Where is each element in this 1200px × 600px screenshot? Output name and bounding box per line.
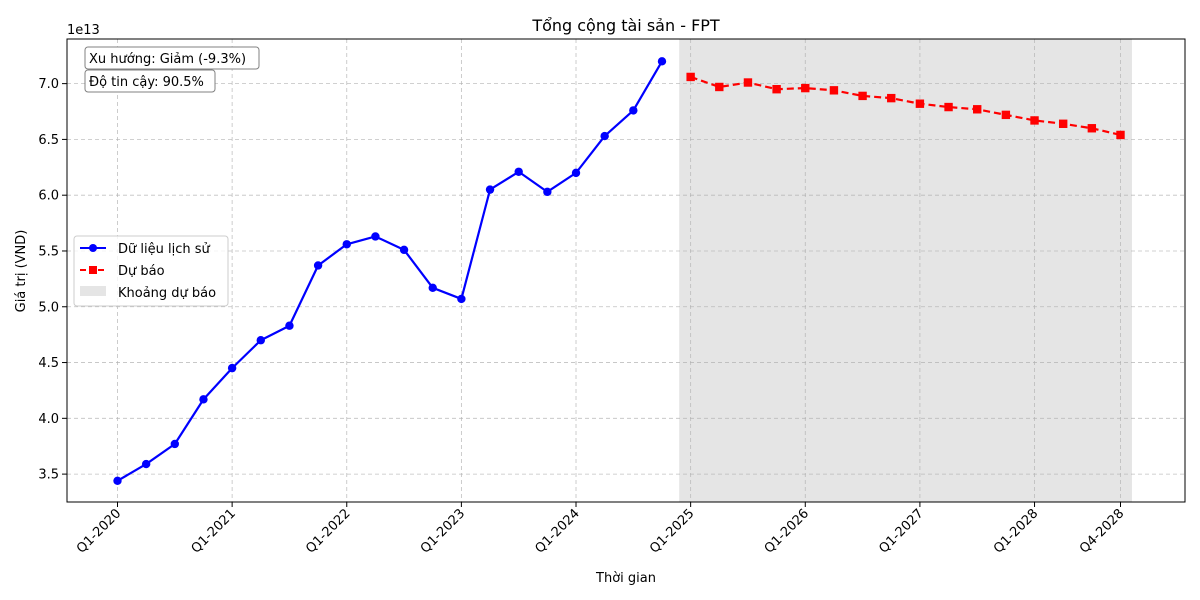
forecast-point: [715, 82, 724, 92]
forecast-point: [1030, 116, 1039, 125]
y-tick-label: 3.5: [38, 468, 59, 483]
forecast-band-layer: [679, 39, 1132, 502]
y-tick-label: 4.5: [38, 356, 59, 371]
historical-point: [457, 294, 466, 304]
plot-frame: [66, 38, 1186, 503]
historical-point: [113, 476, 122, 486]
forecast-point: [858, 91, 867, 101]
x-axis-label: Thời gian: [595, 571, 656, 586]
historical-point: [399, 245, 409, 255]
historical-point: [514, 167, 523, 176]
historical-series-line: [116, 60, 663, 482]
forecast-point: [1116, 130, 1125, 140]
forecast-series-line: [690, 75, 1121, 137]
forecast-point: [686, 72, 695, 82]
legend-historical-marker: [89, 244, 97, 252]
forecast-point: [801, 83, 810, 93]
legend-forecast-marker: [89, 266, 97, 274]
forecast-point: [1058, 119, 1068, 128]
forecast-point: [772, 85, 781, 94]
historical-point: [571, 168, 581, 178]
y-tick-label: 5.0: [38, 300, 59, 315]
forecast-band: [679, 39, 1132, 502]
annotation-trend: Xu hướng: Giảm (-9.3%): [84, 46, 260, 70]
y-tick-label: 6.5: [38, 133, 59, 148]
y-axis-label: Giá trị (VND): [14, 230, 29, 313]
annotation-trend-box: [84, 46, 260, 70]
legend-box: [73, 235, 229, 307]
historical-point: [428, 283, 437, 292]
grid-layer: [67, 39, 1185, 502]
historical-point: [657, 57, 667, 66]
legend-band-label: Khoảng dự báo: [118, 286, 216, 301]
historical-point: [629, 106, 638, 115]
historical-point: [371, 232, 380, 241]
y-axis-multiplier: 1e13: [67, 23, 100, 38]
legend-band-swatch: [80, 286, 106, 296]
historical-point: [256, 336, 265, 345]
forecast-point: [915, 99, 925, 108]
y-tick-label: 6.0: [38, 189, 59, 204]
historical-point: [170, 439, 180, 449]
forecast-point: [973, 105, 982, 114]
historical-point: [227, 363, 237, 373]
historical-point: [600, 131, 609, 141]
chart-title: Tổng cộng tài sản - FPT: [531, 16, 720, 35]
historical-point: [342, 240, 351, 249]
legend-historical-label: Dữ liệu lịch sử: [118, 242, 210, 257]
legend: Dữ liệu lịch sử Dự báo Khoảng dự báo: [73, 235, 229, 307]
forecast-point: [944, 102, 953, 112]
forecast-point: [829, 86, 839, 95]
historical-point: [543, 187, 552, 197]
historical-point: [199, 395, 208, 404]
historical-point: [141, 459, 151, 469]
annotation-confidence-text: Độ tin cậy: 90.5%: [89, 75, 204, 90]
historical-point: [285, 321, 294, 330]
annotation-trend-text: Xu hướng: Giảm (-9.3%): [89, 52, 246, 67]
forecast-point: [1087, 124, 1097, 133]
annotation-confidence: Độ tin cậy: 90.5%: [84, 69, 216, 93]
forecast-point: [887, 93, 896, 103]
y-tick-label: 7.0: [38, 77, 59, 92]
y-tick-label: 4.0: [38, 412, 59, 427]
annotation-confidence-box: [84, 69, 216, 93]
forecast-point: [743, 78, 753, 87]
series-layer: [113, 57, 1125, 486]
legend-forecast-label: Dự báo: [118, 264, 165, 279]
historical-point: [313, 261, 323, 270]
historical-point: [485, 185, 495, 194]
y-tick-label: 5.5: [38, 244, 59, 259]
forecast-point: [1001, 110, 1011, 120]
